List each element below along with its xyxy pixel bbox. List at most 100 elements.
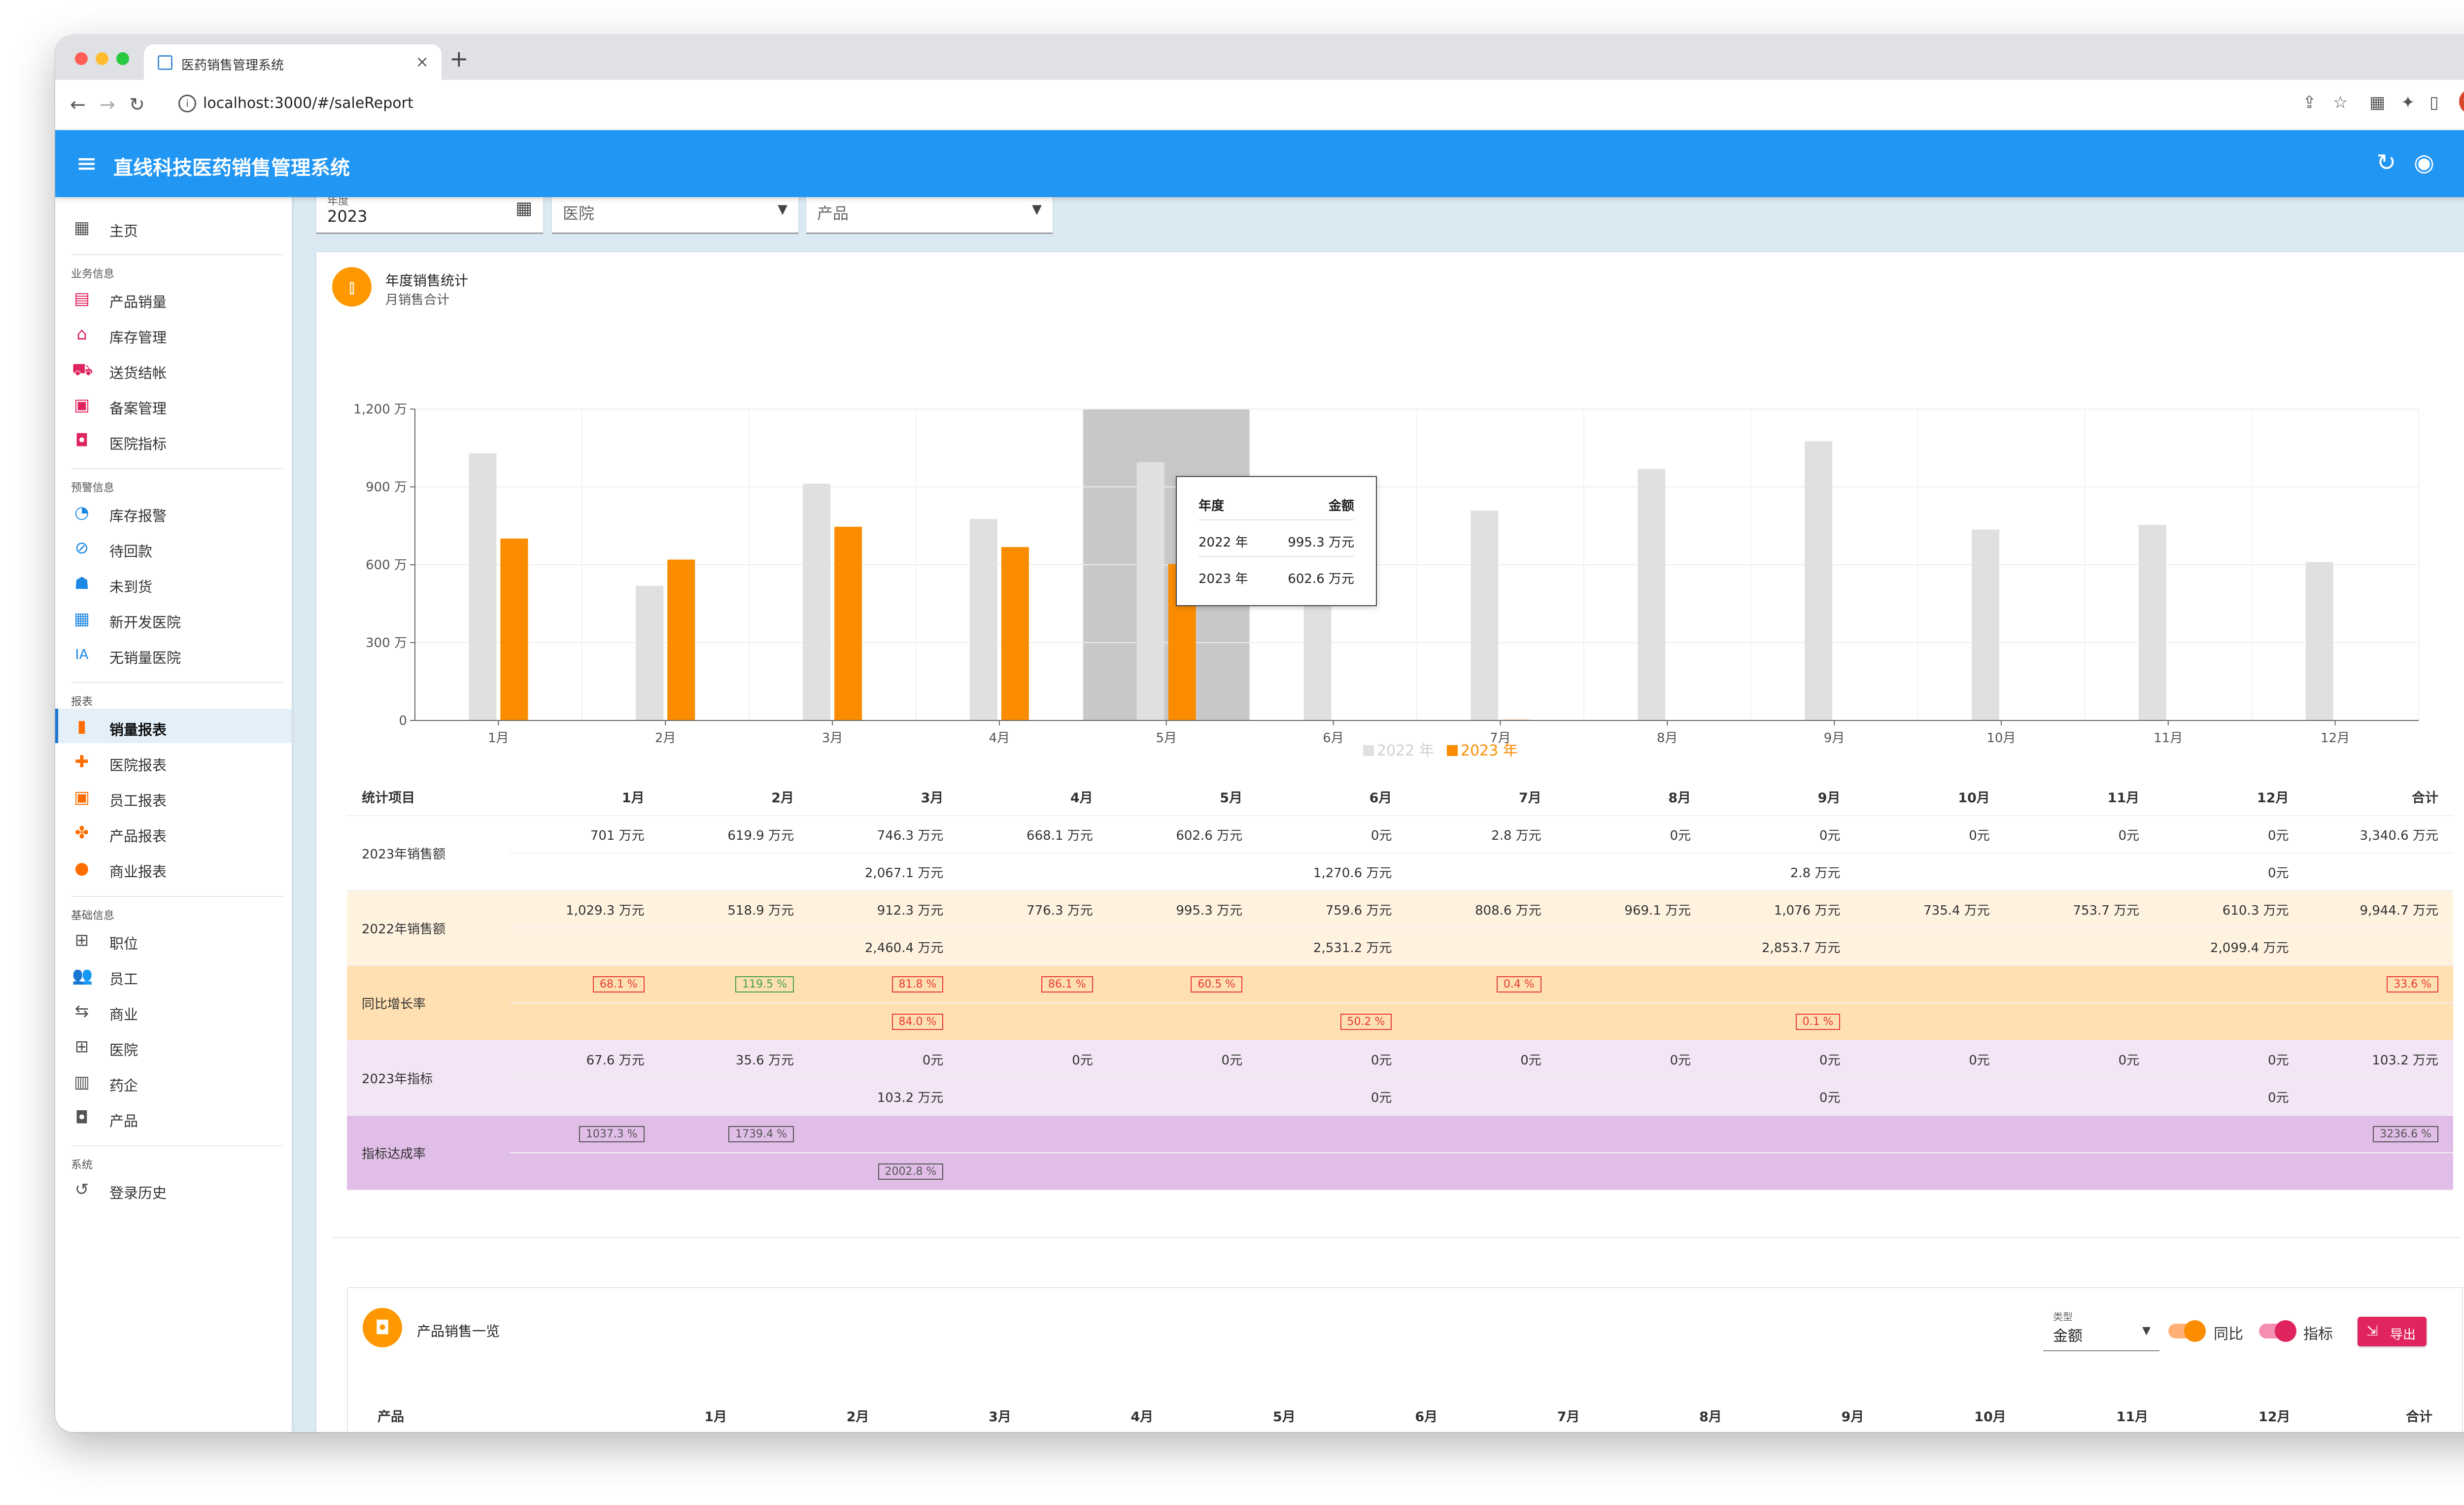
yoy-toggle[interactable]: [2168, 1320, 2206, 1342]
sidebar-item-business[interactable]: ⇆ 商业: [55, 993, 292, 1028]
quarter-cell: 2002.8 %: [510, 1153, 958, 1191]
browser-window: 医药销售管理系统 × + ⌄ ← → ↻ i localhost:3000/#/…: [55, 35, 2464, 1432]
reload-icon[interactable]: ↻: [129, 94, 145, 115]
sidebar: ▦ 主页 业务信息 ▤ 产品销量 ⌂ 库存管理 ⛟ 送货结帐 ▣ 备案管理 ◘ 医院指标 …: [55, 197, 292, 1432]
sidebar-item-home[interactable]: ▦ 主页: [55, 210, 292, 244]
quarter-cell: 2,067.1 万元: [510, 853, 958, 891]
tab-strip: 医药销售管理系统 × + ⌄: [55, 35, 2464, 80]
sidebar-item-product-report[interactable]: ✤ 产品报表: [55, 815, 292, 850]
column-header: 7月: [1452, 1397, 1595, 1432]
table-cell: 1,029.3 万元: [510, 890, 659, 928]
bag-icon: ◘: [75, 1108, 89, 1128]
side-panel-icon[interactable]: ▯: [2430, 93, 2439, 112]
percent-chip: 2002.8 %: [878, 1163, 944, 1180]
percent-chip: 50.2 %: [1340, 1013, 1392, 1030]
x-tick-label: 6月: [1323, 731, 1344, 746]
quarter-cell: 2,099.4 万元: [1855, 928, 2304, 966]
cell-value: 0元: [1969, 828, 1990, 843]
table-cell: [1107, 1115, 1258, 1153]
share-icon[interactable]: ⇪: [2302, 93, 2317, 112]
history-icon: ↺: [74, 1180, 89, 1199]
export-button[interactable]: ⇲ 导出: [2358, 1317, 2427, 1346]
table-cell: 746.3 万元: [809, 816, 958, 854]
cell-value: 735.4 万元: [1923, 903, 1990, 918]
x-tick-label: 9月: [1824, 731, 1845, 746]
cell-value: 0元: [1221, 1053, 1243, 1068]
sidebar-item-stock-alert[interactable]: ◔ 库存报警: [55, 495, 292, 529]
x-tick-label: 12月: [2321, 731, 2350, 746]
sidebar-item-new-hospital[interactable]: ▦ 新开发医院: [55, 601, 292, 636]
table-cell: [1406, 1115, 1556, 1153]
sidebar-item-delivery[interactable]: ⛟ 送货结帐: [55, 352, 292, 386]
sidebar-item-pharma-company[interactable]: ▥ 药企: [55, 1064, 292, 1099]
bookmark-star-icon[interactable]: ☆: [2333, 93, 2348, 112]
hierarchy-icon: ⊞: [74, 930, 89, 950]
divider: [71, 1145, 283, 1146]
cell-value: 808.6 万元: [1475, 903, 1541, 918]
sidebar-item-label: 医院报表: [109, 757, 167, 774]
sidebar-item-sales-report[interactable]: ▮ 销量报表: [55, 709, 292, 743]
type-select[interactable]: 类型 金额 ▼: [2043, 1309, 2159, 1351]
row-label: 指标达成率: [347, 1115, 510, 1191]
row-label: 2022年销售额: [347, 890, 510, 966]
new-tab-button[interactable]: +: [449, 45, 469, 72]
table-cell: [1556, 1115, 1706, 1153]
table-cell: 969.1 万元: [1556, 890, 1706, 928]
sidebar-item-product[interactable]: ◘ 产品: [55, 1100, 292, 1134]
table-row: 2022年销售额 1,029.3 万元 518.9 万元 912.3 万元 776.3 …: [347, 890, 2453, 966]
row-label: 2023年指标: [347, 1040, 510, 1116]
url-field[interactable]: i localhost:3000/#/saleReport: [173, 89, 2371, 120]
column-header: 5月: [1168, 1397, 1310, 1432]
refresh-icon[interactable]: ↻: [2376, 149, 2396, 176]
sidebar-item-not-arrived[interactable]: ☗ 未到货: [55, 566, 292, 600]
sidebar-item-inventory[interactable]: ⌂ 库存管理: [55, 316, 292, 351]
forward-arrow-icon[interactable]: →: [100, 94, 115, 115]
qr-code-icon[interactable]: ▦: [2369, 93, 2386, 112]
sidebar-item-business-report[interactable]: ● 商业报表: [55, 851, 292, 885]
profile-avatar[interactable]: 访客: [2459, 89, 2464, 114]
sidebar-item-product-sales[interactable]: ▤ 产品销量: [55, 281, 292, 315]
chart-tooltip: 年度 金额 2022 年 995.3 万元 2023 年 602.6 万元: [1176, 476, 1377, 606]
quarter-cell: [1855, 1153, 2304, 1191]
cell-value: 0元: [1819, 1053, 1841, 1068]
table-cell: 0元: [2154, 1040, 2304, 1078]
sidebar-item-hospital-report[interactable]: ✚ 医院报表: [55, 744, 292, 779]
bar-series-1: [1136, 462, 1164, 720]
cell-value: 0元: [1819, 828, 1841, 843]
table-cell: 3,340.6 万元: [2303, 816, 2453, 854]
back-arrow-icon[interactable]: ←: [70, 94, 86, 115]
table-row-quarterly: 103.2 万元 0元 0元 0元: [347, 1078, 2453, 1116]
extensions-icon[interactable]: ✦: [2401, 93, 2415, 112]
sidebar-item-employee[interactable]: 👥 员工: [55, 958, 292, 992]
x-tick-label: 2月: [655, 731, 676, 746]
account-icon[interactable]: ◉: [2414, 149, 2434, 176]
maximize-window-button[interactable]: [116, 52, 129, 65]
close-window-button[interactable]: [75, 52, 88, 65]
column-header: 2月: [659, 778, 809, 816]
column-header: 5月: [1107, 778, 1258, 816]
sidebar-item-hospital-target[interactable]: ◘ 医院指标: [55, 423, 292, 457]
sidebar-section-title: 系统: [71, 1159, 93, 1171]
column-header: 产品: [363, 1397, 600, 1432]
bar-series-1: [2138, 525, 2166, 720]
sidebar-item-hospital[interactable]: ⊞ 医院: [55, 1029, 292, 1063]
minimize-window-button[interactable]: [96, 52, 108, 65]
browser-tab[interactable]: 医药销售管理系统 ×: [144, 44, 442, 80]
sidebar-item-employee-report[interactable]: ▣ 员工报表: [55, 780, 292, 814]
table-cell: 0元: [1855, 816, 2005, 854]
sidebar-item-login-history[interactable]: ↺ 登录历史: [55, 1172, 292, 1206]
sidebar-item-no-sales-hospital[interactable]: IA 无销量医院: [55, 637, 292, 671]
calendar-icon[interactable]: ▦: [515, 198, 532, 218]
sidebar-item-position[interactable]: ⊞ 职位: [55, 923, 292, 957]
target-toggle[interactable]: [2259, 1320, 2296, 1342]
column-header: 9月: [1706, 778, 1855, 816]
sidebar-item-label: 待回款: [109, 543, 153, 560]
hamburger-menu-icon[interactable]: ≡: [76, 149, 98, 178]
close-tab-icon[interactable]: ×: [415, 52, 429, 71]
cell-value: 2,853.7 万元: [1761, 940, 1841, 956]
cell-value: 0元: [922, 1053, 944, 1068]
column-header: 2月: [742, 1397, 884, 1432]
sidebar-item-filing[interactable]: ▣ 备案管理: [55, 387, 292, 422]
site-info-icon[interactable]: i: [178, 95, 196, 112]
sidebar-item-pending-payment[interactable]: ⊘ 待回款: [55, 530, 292, 565]
